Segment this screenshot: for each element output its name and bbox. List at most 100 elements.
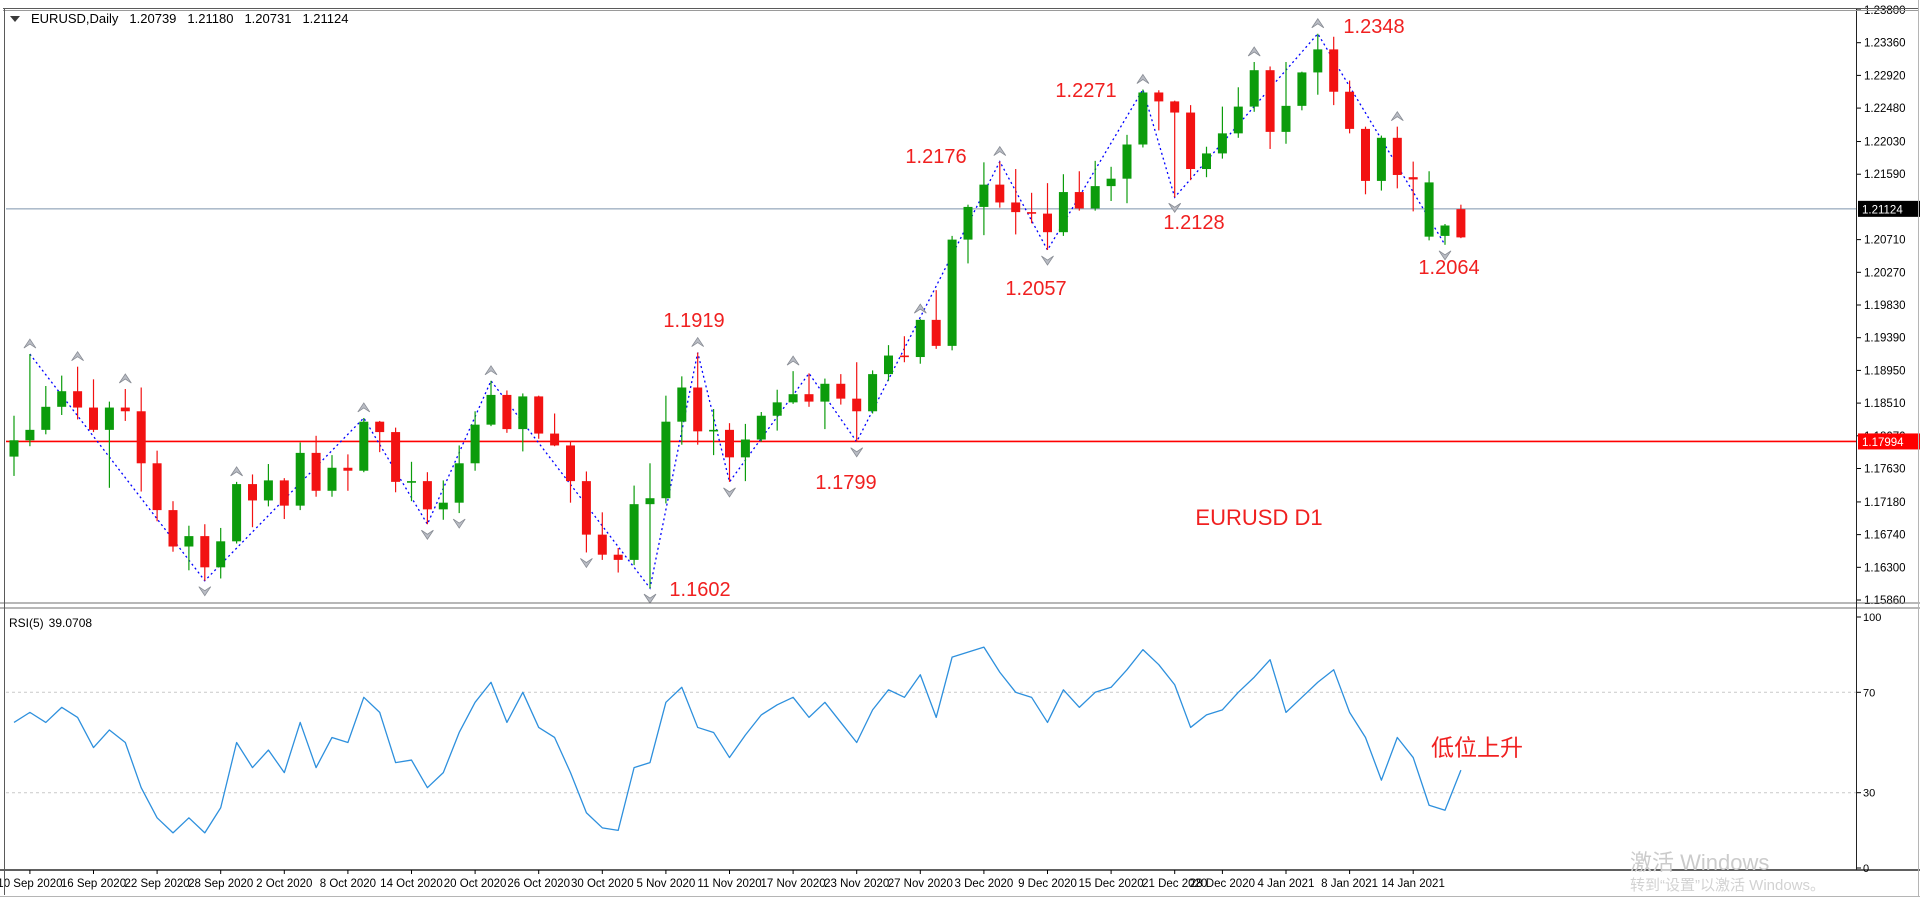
date-label: 17 Nov 2020	[760, 878, 825, 890]
candle	[391, 427, 401, 493]
date-label: 5 Nov 2020	[636, 878, 695, 890]
panel-divider[interactable]	[0, 601, 1920, 610]
date-label: 26 Oct 2020	[507, 878, 570, 890]
fractal-up-icon	[786, 355, 800, 366]
candle	[152, 450, 162, 522]
candle	[454, 445, 464, 514]
candle	[1027, 192, 1037, 224]
fractal-down-icon	[421, 529, 434, 540]
price-axis-label: 1.17180	[1864, 497, 1906, 509]
candle	[343, 454, 353, 491]
date-label: 8 Oct 2020	[320, 878, 376, 890]
close-value: 1.21124	[302, 11, 349, 26]
fractal-up-icon	[1390, 110, 1404, 121]
candle-body	[947, 239, 957, 346]
candlestick-series	[9, 33, 1466, 589]
candle-body	[295, 452, 305, 506]
candle	[407, 461, 416, 502]
candle-body	[1154, 92, 1164, 102]
candle	[1456, 204, 1466, 239]
price-axis-label: 1.22480	[1864, 103, 1906, 115]
price-axis[interactable]	[1856, 10, 1920, 870]
date-label: 10 Sep 2020	[0, 878, 63, 890]
candle	[931, 290, 941, 349]
candle-body	[136, 411, 146, 464]
price-axis-label: 1.15860	[1864, 595, 1906, 607]
candle-body	[41, 406, 51, 430]
candle	[947, 235, 957, 351]
candle	[57, 375, 67, 415]
candle	[263, 464, 273, 507]
low-value: 1.20731	[244, 11, 292, 26]
candle	[1424, 171, 1434, 241]
candle-body	[534, 396, 544, 434]
price-axis-label: 1.16740	[1864, 530, 1906, 542]
fractal-up-icon	[230, 466, 243, 477]
candle	[995, 161, 1005, 208]
candle-body	[995, 184, 1005, 203]
candle-body	[1090, 186, 1100, 209]
rsi-axis-label: 0	[1863, 863, 1869, 875]
price-axis-label: 1.18510	[1864, 398, 1906, 410]
candle	[1265, 66, 1275, 149]
candle	[709, 409, 719, 456]
candle-body	[597, 534, 607, 555]
candle-body	[263, 480, 273, 501]
candle-body	[1313, 49, 1323, 73]
candle	[518, 393, 528, 452]
candle-body	[9, 440, 19, 457]
candle	[1138, 89, 1148, 148]
candle-body	[1233, 106, 1243, 134]
candle	[788, 371, 798, 404]
candle	[1249, 62, 1259, 112]
date-label: 2 Oct 2020	[256, 878, 312, 890]
candle	[629, 485, 639, 566]
candle	[136, 387, 146, 492]
candle	[73, 366, 83, 420]
symbol-dropdown-icon[interactable]	[10, 15, 20, 22]
windows-activation-watermark: 激活 Windows	[1630, 850, 1770, 875]
date-label: 28 Sep 2020	[188, 878, 253, 890]
candle	[184, 525, 194, 571]
candle-body	[613, 554, 623, 560]
date-label: 23 Nov 2020	[824, 878, 889, 890]
rsi-value: 39.0708	[48, 616, 93, 630]
date-label: 22 Sep 2020	[124, 878, 189, 890]
price-axis-label: 1.19830	[1864, 300, 1906, 312]
candle-body	[1217, 133, 1227, 154]
candle-body	[963, 206, 973, 240]
price-axis-label: 1.16300	[1864, 562, 1906, 574]
candle-body	[836, 383, 846, 399]
candle	[1329, 36, 1339, 106]
candle-body	[740, 439, 750, 458]
fractal-up-icon	[1136, 73, 1150, 84]
candle-body	[152, 463, 162, 511]
price-axis-label: 1.20710	[1864, 235, 1906, 247]
candle-body	[311, 452, 321, 491]
candle-body	[104, 407, 114, 430]
candle	[725, 423, 734, 482]
candle-body	[661, 421, 671, 499]
candle	[804, 373, 814, 407]
candle-body	[25, 429, 35, 441]
candle	[1202, 146, 1211, 178]
fractal-up-icon	[484, 365, 498, 376]
candle-body	[1440, 225, 1450, 236]
fractal-down-icon	[580, 558, 593, 569]
candle	[1154, 90, 1164, 131]
candle	[613, 548, 623, 573]
date-label: 28 Dec 2020	[1190, 878, 1255, 890]
fractal-down-icon	[1168, 202, 1182, 213]
candle	[1058, 174, 1068, 236]
candle	[168, 501, 178, 552]
candle	[677, 376, 687, 445]
candle-body	[1122, 144, 1132, 179]
candle	[25, 354, 35, 447]
candle	[693, 352, 703, 445]
candle	[279, 478, 289, 520]
rsi-axis-label: 100	[1863, 612, 1881, 624]
candle	[1345, 80, 1355, 134]
candle	[899, 336, 909, 363]
time-axis[interactable]	[0, 870, 1856, 896]
